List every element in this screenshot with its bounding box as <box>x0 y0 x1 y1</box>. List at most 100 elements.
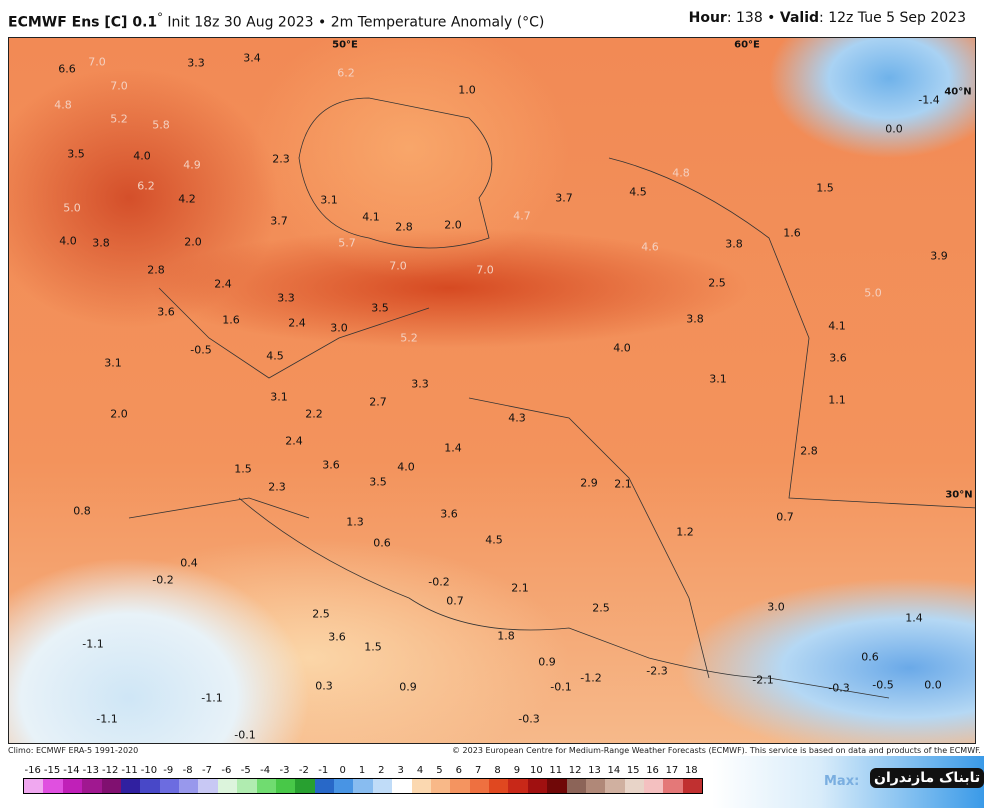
anomaly-value: 3.9 <box>930 249 948 263</box>
colorbar-bin <box>24 779 44 793</box>
colorbar-tick: -8 <box>182 765 193 776</box>
anomaly-value: 5.2 <box>400 331 418 345</box>
anomaly-value: 2.8 <box>800 444 818 458</box>
anomaly-value: 2.8 <box>395 220 413 234</box>
anomaly-value: 3.3 <box>277 291 295 305</box>
anomaly-value: 0.7 <box>446 594 464 608</box>
anomaly-value: 2.9 <box>580 476 598 490</box>
anomaly-value: 3.4 <box>243 51 261 65</box>
colorbar-bin <box>334 779 354 793</box>
anomaly-value: 3.8 <box>725 237 743 251</box>
colorbar-bin <box>82 779 102 793</box>
anomaly-value: 4.0 <box>613 341 631 355</box>
max-label: Max: <box>824 774 860 789</box>
colorbar-tick: -12 <box>101 765 119 776</box>
colorbar-tick: -4 <box>260 765 271 776</box>
anomaly-value: 3.1 <box>104 356 122 370</box>
anomaly-value: 2.0 <box>110 407 128 421</box>
colorbar <box>23 778 703 794</box>
colorbar-bin <box>392 779 412 793</box>
anomaly-value: 5.0 <box>63 201 81 215</box>
anomaly-value: 2.0 <box>444 218 462 232</box>
anomaly-value: -1.1 <box>201 691 223 705</box>
anomaly-value: 1.4 <box>444 441 462 455</box>
colorbar-tick: 18 <box>684 765 698 776</box>
anomaly-value: -0.2 <box>152 573 174 587</box>
anomaly-value: 3.7 <box>270 214 288 228</box>
anomaly-value: 4.9 <box>183 158 201 172</box>
anomaly-value: -0.1 <box>234 728 256 742</box>
anomaly-value: -0.3 <box>828 681 850 695</box>
anomaly-value: 3.6 <box>829 351 847 365</box>
colorbar-bin <box>217 779 238 793</box>
anomaly-value: 3.6 <box>328 630 346 644</box>
anomaly-value: 0.7 <box>776 510 794 524</box>
colorbar-bin <box>644 779 664 793</box>
anomaly-value: 1.8 <box>497 629 515 643</box>
colorbar-tick: 17 <box>665 765 679 776</box>
anomaly-value: 3.8 <box>686 312 704 326</box>
anomaly-value: -1.4 <box>918 93 940 107</box>
colorbar-tick: 3 <box>397 765 404 776</box>
anomaly-value: -0.3 <box>518 712 540 726</box>
colorbar-tick: -13 <box>82 765 99 776</box>
anomaly-value: 5.0 <box>864 286 882 300</box>
anomaly-value: 2.5 <box>312 607 330 621</box>
anomaly-value: -2.3 <box>646 664 668 678</box>
colorbar-tick: 11 <box>549 765 563 776</box>
anomaly-value: 0.8 <box>73 504 91 518</box>
colorbar-tick: -9 <box>163 765 174 776</box>
anomaly-value: -0.1 <box>550 680 572 694</box>
colorbar-tick: -1 <box>318 765 329 776</box>
colorbar-bin <box>682 779 703 793</box>
anomaly-value: 0.3 <box>315 679 333 693</box>
anomaly-value: -0.5 <box>190 343 212 357</box>
anomaly-value: 4.5 <box>485 533 503 547</box>
anomaly-value: 2.1 <box>511 581 529 595</box>
anomaly-value: 3.0 <box>767 600 785 614</box>
colorbar-bin <box>469 779 489 793</box>
anomaly-value: 2.5 <box>708 276 726 290</box>
colorbar-tick: -5 <box>240 765 251 776</box>
borders <box>128 97 975 699</box>
anomaly-value: 2.2 <box>305 407 323 421</box>
colorbar-bin <box>62 779 83 793</box>
anomaly-value: 2.8 <box>147 263 165 277</box>
anomaly-value: 2.4 <box>285 434 303 448</box>
copyright: © 2023 European Centre for Medium-Range … <box>452 746 981 755</box>
colorbar-bin <box>43 779 63 793</box>
colorbar-tick: 14 <box>607 765 621 776</box>
brand-logo: تابناک مازندران <box>870 768 984 788</box>
colorbar-tick: -15 <box>43 765 61 776</box>
valid-time: Hour: 138 • Valid: 12z Tue 5 Sep 2023 <box>688 10 966 26</box>
colorbar-tick: 4 <box>416 765 424 776</box>
anomaly-value: 0.6 <box>373 536 391 550</box>
anomaly-value: 3.6 <box>157 305 175 319</box>
anomaly-value: 3.1 <box>270 390 288 404</box>
colorbar-bin <box>101 779 121 793</box>
anomaly-value: -0.5 <box>872 678 894 692</box>
colorbar-tick: -16 <box>24 765 41 776</box>
anomaly-value: 6.6 <box>58 62 76 76</box>
colorbar-tick: -6 <box>221 765 232 776</box>
anomaly-value: -1.1 <box>96 712 118 726</box>
colorbar-bin <box>663 779 683 793</box>
colorbar-ticks: -16 -15 -14 -13 -12 -11 -10 -9 -8 -7 -6 -5 -4 -3 -2 -1 0… <box>23 765 701 777</box>
anomaly-value: 4.2 <box>178 192 196 206</box>
colorbar-bin <box>159 779 179 793</box>
anomaly-value: 1.4 <box>905 611 923 625</box>
colorbar-bin <box>489 779 509 793</box>
coord-label: 60°E <box>734 39 760 51</box>
anomaly-value: 3.7 <box>555 191 573 205</box>
colorbar-bin <box>527 779 548 793</box>
colorbar-bin <box>275 779 296 793</box>
anomaly-value: 4.8 <box>54 98 72 112</box>
anomaly-value: 7.0 <box>476 263 494 277</box>
colorbar-bin <box>624 779 644 793</box>
anomaly-value: 1.5 <box>234 462 252 476</box>
anomaly-value: 5.8 <box>152 118 170 132</box>
anomaly-value: 3.6 <box>440 507 458 521</box>
anomaly-value: 1.3 <box>346 515 364 529</box>
anomaly-value: 3.5 <box>369 475 387 489</box>
anomaly-value: 1.6 <box>783 226 801 240</box>
